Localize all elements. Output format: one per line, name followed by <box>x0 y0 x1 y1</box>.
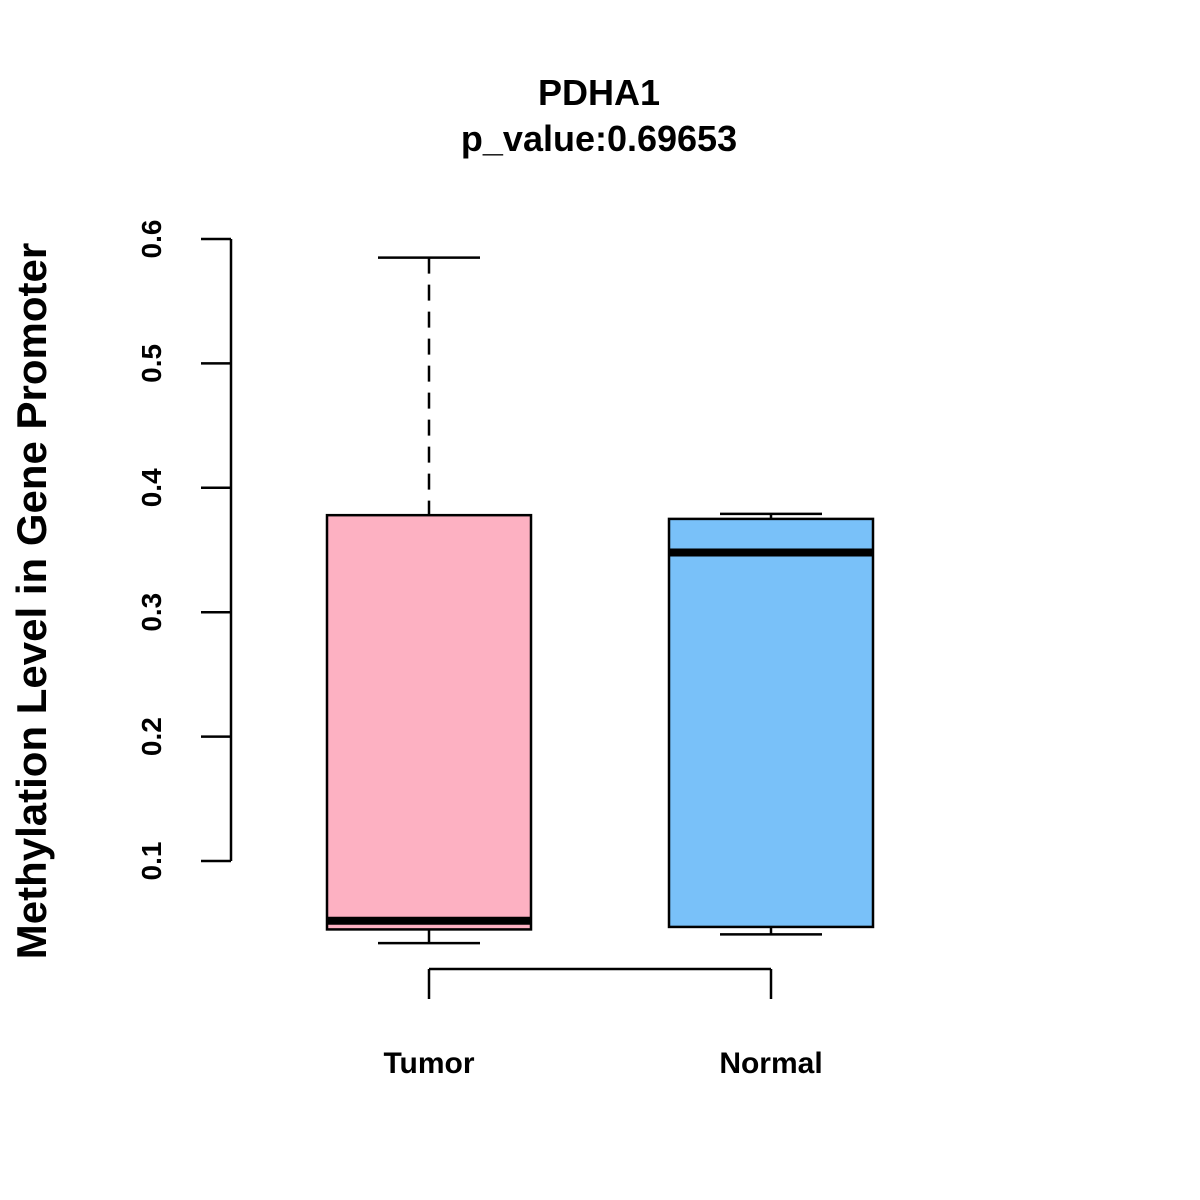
box-rect <box>325 513 533 931</box>
y-tick-label: 0.2 <box>136 717 167 756</box>
chart-subtitle: p_value:0.69653 <box>461 118 737 159</box>
box-rect <box>667 517 875 929</box>
x-tick-label: Normal <box>719 1047 822 1080</box>
y-tick-label: 0.3 <box>136 593 167 632</box>
y-axis-title: Methylation Level in Gene Promoter <box>8 243 55 959</box>
y-tick-label: 0.4 <box>136 468 167 507</box>
y-tick-label: 0.6 <box>136 220 167 259</box>
box-series <box>325 256 875 945</box>
box-normal <box>667 512 875 936</box>
x-tick-label: Tumor <box>383 1047 474 1080</box>
y-axis-ticks: 0.1 0.2 0.3 0.4 0.5 0.6 <box>136 220 231 881</box>
x-axis: Tumor Normal <box>383 967 823 1080</box>
y-tick-label: 0.5 <box>136 344 167 383</box>
y-tick-label: 0.1 <box>136 842 167 881</box>
box-tumor <box>325 256 533 945</box>
chart-title: PDHA1 <box>538 72 660 113</box>
